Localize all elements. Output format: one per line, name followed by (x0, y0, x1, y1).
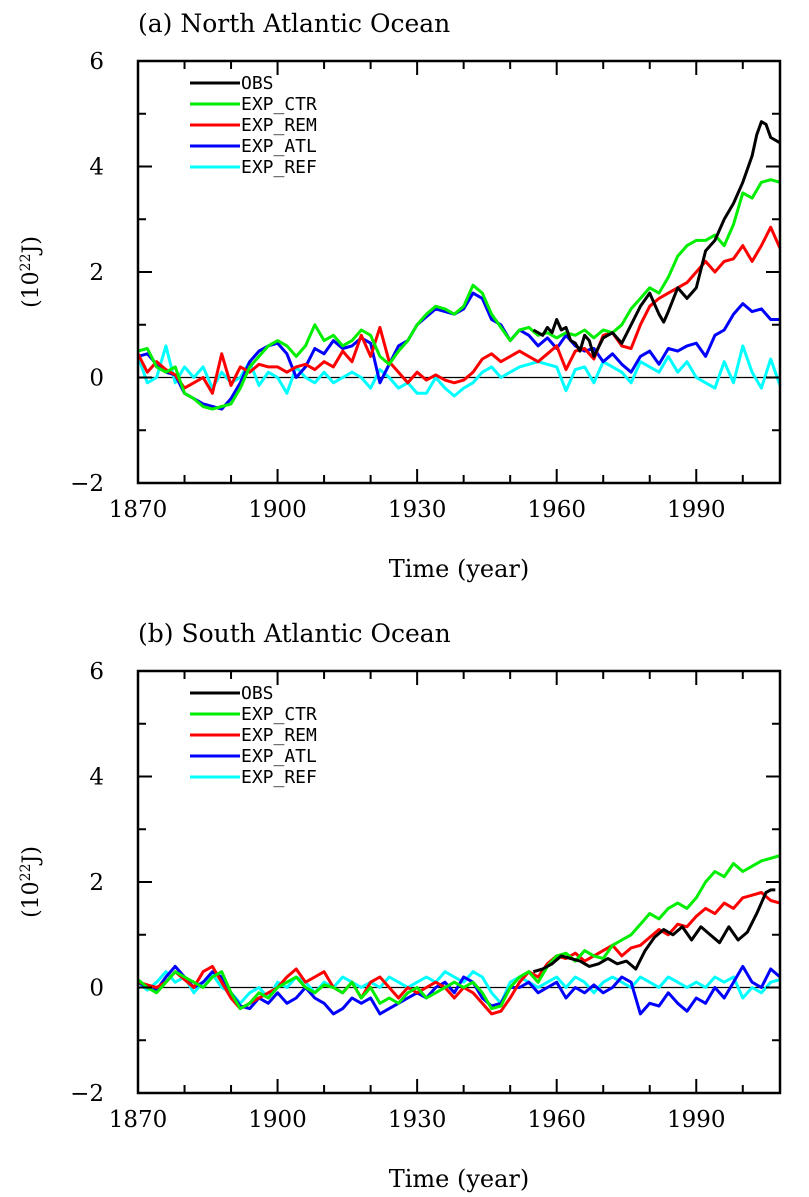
series-line-exp-ctr (137, 854, 781, 1011)
panel-title: (a) North Atlantic Ocean (138, 9, 450, 38)
series-line-exp-atl (137, 964, 781, 1016)
x-tick-label: 1870 (109, 1107, 168, 1133)
legend-label: EXP_REF (241, 157, 317, 178)
x-tick-label: 1900 (248, 497, 307, 523)
y-tick-label: 0 (89, 366, 104, 392)
x-tick-label: 1960 (527, 497, 586, 523)
series-line-exp-ref (137, 970, 781, 1005)
legend-label: OBS (241, 683, 274, 704)
x-tick-label: 1990 (667, 1107, 726, 1133)
x-tick-label: 1900 (248, 1107, 307, 1133)
x-tick-label: 1960 (527, 1107, 586, 1133)
x-tick-label: 1930 (388, 497, 447, 523)
y-tick-label: −2 (70, 1081, 104, 1107)
legend-label: EXP_REF (241, 767, 317, 788)
series-line-obs (532, 888, 776, 974)
panel-title: (b) South Atlantic Ocean (138, 619, 451, 648)
y-tick-label: −2 (70, 471, 104, 497)
plot-area: 1870 1900 1930 1960 1990 −2 0 2 4 6 Time (year) (10… (18, 659, 782, 1193)
x-tick-label: 1990 (667, 497, 726, 523)
legend-label: OBS (241, 73, 274, 94)
panel-north-atlantic: (a) North Atlantic Ocean 1870 1900 1930 196… (18, 9, 782, 583)
y-tick-label: 2 (89, 260, 104, 286)
y-tick-label: 6 (89, 49, 104, 75)
series-line-exp-rem (136, 225, 782, 395)
legend-label: EXP_REM (241, 725, 317, 746)
series-line-exp-ref (136, 344, 782, 398)
y-tick-label: 0 (89, 976, 104, 1002)
series-line-exp-ctr (137, 178, 781, 411)
y-axis-label: (1022J) (18, 846, 44, 918)
panel-south-atlantic: (b) South Atlantic Ocean 1870 1900 1930 196… (18, 619, 782, 1193)
x-axis-label: Time (year) (389, 555, 530, 583)
series-line-obs (532, 120, 781, 358)
y-tick-label: 6 (89, 659, 104, 685)
y-tick-label: 4 (89, 765, 104, 791)
plot-area: 1870 1900 1930 1960 1990 −2 0 2 4 6 Time (year) (10… (18, 49, 782, 583)
y-tick-label: 2 (89, 870, 104, 896)
x-axis-label: Time (year) (389, 1165, 530, 1193)
legend-label: EXP_CTR (241, 94, 317, 115)
y-tick-label: 4 (89, 155, 104, 181)
legend-label: EXP_CTR (241, 704, 317, 725)
legend-label: EXP_REM (241, 115, 317, 136)
legend-label: EXP_ATL (241, 746, 317, 767)
x-tick-label: 1870 (109, 497, 168, 523)
legend-label: EXP_ATL (241, 136, 317, 157)
y-axis-label: (1022J) (18, 236, 44, 308)
x-tick-label: 1930 (388, 1107, 447, 1133)
